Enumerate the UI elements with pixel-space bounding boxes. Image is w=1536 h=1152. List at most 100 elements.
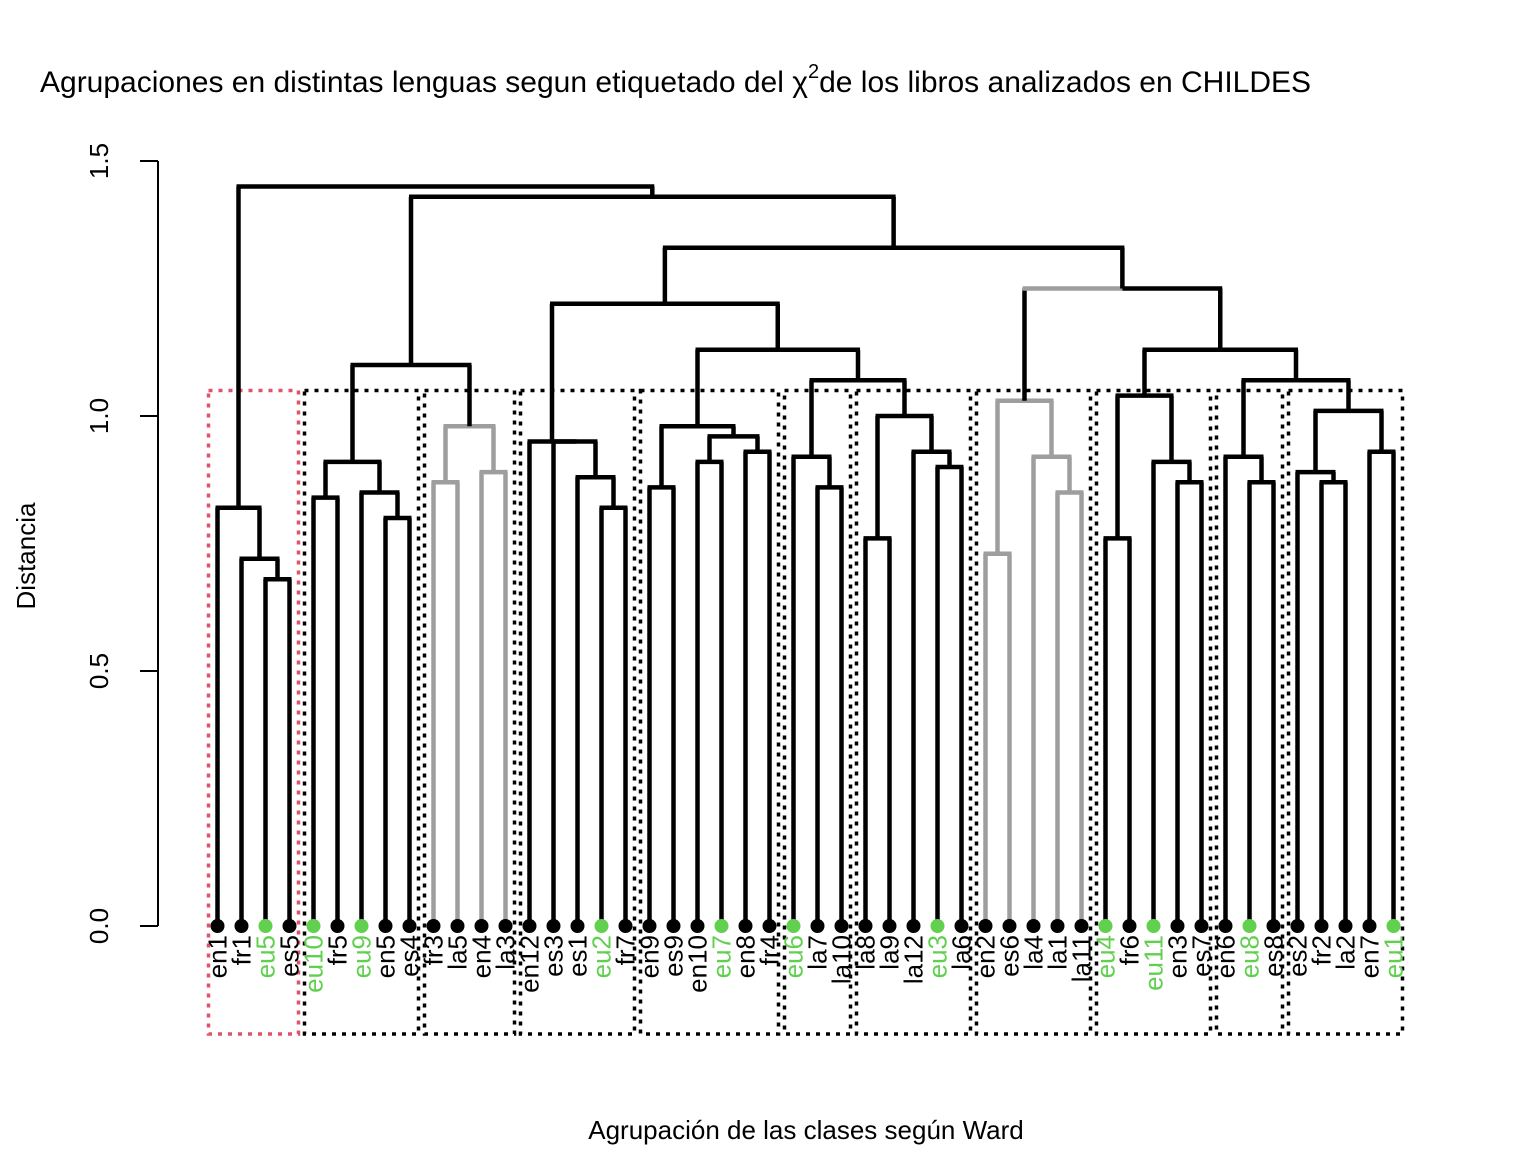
leaf-point-la2 xyxy=(1338,919,1353,933)
leaf-label-eu3: eu3 xyxy=(923,935,953,978)
leaf-point-en8 xyxy=(738,919,753,933)
leaf-label-es6: es6 xyxy=(995,935,1025,977)
leaf-label-la11: la11 xyxy=(1067,935,1097,982)
chart-title-superscript: 2 xyxy=(808,61,819,83)
leaf-point-es1 xyxy=(570,919,585,933)
leaf-label-en5: en5 xyxy=(371,935,401,978)
leaf-label-en12: en12 xyxy=(515,935,545,993)
leaf-label-en8: en8 xyxy=(731,935,761,978)
leaf-label-es1: es1 xyxy=(563,935,593,977)
leaf-point-en2 xyxy=(978,919,993,933)
leaf-point-eu8 xyxy=(1242,919,1257,933)
leaf-point-es5 xyxy=(282,919,297,933)
leaf-point-es8 xyxy=(1266,919,1281,933)
leaf-label-fr4: fr4 xyxy=(755,935,785,965)
leaf-point-fr7 xyxy=(618,919,633,933)
leaf-point-en7 xyxy=(1362,919,1377,933)
leaf-label-fr5: fr5 xyxy=(323,935,353,965)
leaf-label-en1: en1 xyxy=(203,935,233,978)
leaf-point-en3 xyxy=(1170,919,1185,933)
leaf-point-fr4 xyxy=(762,919,777,933)
leaf-label-es2: es2 xyxy=(1283,935,1313,977)
leaf-label-la10: la10 xyxy=(827,935,857,984)
leaf-label-la7: la7 xyxy=(803,935,833,970)
leaf-point-la1 xyxy=(1050,919,1065,933)
leaf-point-es9 xyxy=(666,919,681,933)
leaf-point-fr5 xyxy=(330,919,345,933)
dendrogram-branches xyxy=(215,184,1396,926)
leaf-label-eu6: eu6 xyxy=(779,935,809,978)
leaf-point-la3 xyxy=(498,919,513,933)
leaf-label-eu5: eu5 xyxy=(251,935,281,978)
y-tick-label-0: 0.0 xyxy=(84,908,114,944)
leaf-point-fr3 xyxy=(426,919,441,933)
leaf-label-la1: la1 xyxy=(1043,935,1073,970)
leaf-label-eu8: eu8 xyxy=(1235,935,1265,978)
x-axis-label: Agrupación de las clases según Ward xyxy=(588,1115,1024,1145)
cluster-box-11 xyxy=(1286,388,1405,1036)
chart-title: Agrupaciones en distintas lenguas segun … xyxy=(40,61,1311,99)
leaf-point-en9 xyxy=(642,919,657,933)
leaf-point-la8 xyxy=(858,919,873,933)
leaf-label-fr2: fr2 xyxy=(1307,935,1337,965)
leaf-label-en4: en4 xyxy=(467,935,497,978)
cluster-box-9 xyxy=(1094,388,1213,1036)
y-axis: 0.0 0.5 1.0 1.5 xyxy=(84,143,159,944)
leaf-point-eu1 xyxy=(1386,919,1401,933)
leaf-label-es7: es7 xyxy=(1187,935,1217,977)
leaf-point-la7 xyxy=(810,919,825,933)
leaf-point-fr2 xyxy=(1314,919,1329,933)
leaf-label-en7: en7 xyxy=(1355,935,1385,978)
leaf-point-es3 xyxy=(546,919,561,933)
cluster-box-3 xyxy=(422,388,517,1036)
cluster-boxes xyxy=(206,388,1405,1036)
leaf-label-la3: la3 xyxy=(491,935,521,970)
leaf-label-fr3: fr3 xyxy=(419,935,449,965)
cluster-box-7 xyxy=(854,388,973,1036)
leaf-markers: en1fr1eu5es5eu10fr5eu9en5es4fr3la5en4la3… xyxy=(203,919,1409,993)
chart-title-rest: de los libros analizados en CHILDES xyxy=(819,66,1311,99)
leaf-label-en3: en3 xyxy=(1163,935,1193,978)
leaf-label-la8: la8 xyxy=(851,935,881,970)
leaf-label-la6: la6 xyxy=(947,935,977,970)
leaf-point-la9 xyxy=(882,919,897,933)
y-tick-label-3: 1.5 xyxy=(84,143,114,179)
leaf-point-eu6 xyxy=(786,919,801,933)
leaf-label-es4: es4 xyxy=(395,935,425,977)
leaf-label-la12: la12 xyxy=(899,935,929,984)
leaf-point-fr1 xyxy=(234,919,249,933)
cluster-box-2 xyxy=(302,388,421,1036)
leaf-label-es9: es9 xyxy=(659,935,689,977)
leaf-point-la10 xyxy=(834,919,849,933)
leaf-point-en10 xyxy=(690,919,705,933)
leaf-point-eu9 xyxy=(354,919,369,933)
leaf-point-la11 xyxy=(1074,919,1089,933)
leaf-point-eu4 xyxy=(1098,919,1113,933)
leaf-point-es4 xyxy=(402,919,417,933)
leaf-point-la4 xyxy=(1026,919,1041,933)
leaf-label-es5: es5 xyxy=(275,935,305,977)
leaf-point-es2 xyxy=(1290,919,1305,933)
chart-title-main: Agrupaciones en distintas lenguas segun … xyxy=(40,66,808,99)
leaf-point-la6 xyxy=(954,919,969,933)
leaf-label-es3: es3 xyxy=(539,935,569,977)
leaf-label-la5: la5 xyxy=(443,935,473,970)
leaf-point-eu2 xyxy=(594,919,609,933)
leaf-label-eu10: eu10 xyxy=(299,935,329,993)
cluster-box-6 xyxy=(782,388,853,1036)
cluster-box-1 xyxy=(206,388,301,1036)
y-tick-label-1: 0.5 xyxy=(84,653,114,689)
leaf-label-fr6: fr6 xyxy=(1115,935,1145,965)
leaf-point-fr6 xyxy=(1122,919,1137,933)
y-axis-label: Distancia xyxy=(11,502,41,609)
leaf-point-es7 xyxy=(1194,919,1209,933)
leaf-label-eu7: eu7 xyxy=(707,935,737,978)
leaf-label-la4: la4 xyxy=(1019,935,1049,970)
leaf-point-en1 xyxy=(210,919,225,933)
y-tick-label-2: 1.0 xyxy=(84,398,114,434)
leaf-label-eu4: eu4 xyxy=(1091,935,1121,978)
leaf-label-la9: la9 xyxy=(875,935,905,970)
leaf-point-en4 xyxy=(474,919,489,933)
leaf-point-en5 xyxy=(378,919,393,933)
